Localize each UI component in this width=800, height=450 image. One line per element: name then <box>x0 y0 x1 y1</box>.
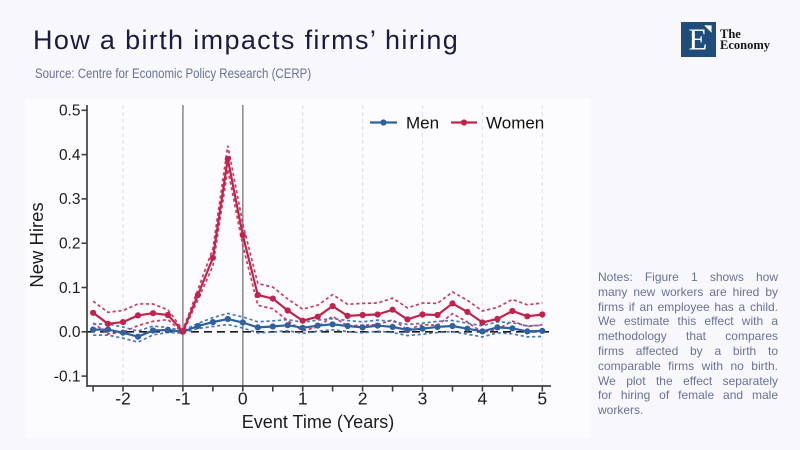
svg-text:Men: Men <box>406 114 439 133</box>
svg-text:3: 3 <box>418 389 428 409</box>
svg-text:2: 2 <box>358 389 368 409</box>
svg-text:Women: Women <box>486 114 544 133</box>
svg-text:5: 5 <box>537 389 547 409</box>
svg-text:0.4: 0.4 <box>59 147 81 164</box>
svg-text:New Hires: New Hires <box>26 202 47 287</box>
svg-text:E: E <box>688 22 707 57</box>
svg-text:0.3: 0.3 <box>59 191 81 208</box>
svg-text:4: 4 <box>478 389 488 409</box>
svg-text:0.5: 0.5 <box>59 103 81 120</box>
svg-text:0.1: 0.1 <box>59 280 81 297</box>
svg-text:-0.1: -0.1 <box>54 368 81 385</box>
svg-text:-2: -2 <box>115 389 131 409</box>
svg-text:0.0: 0.0 <box>59 324 81 341</box>
svg-text:0: 0 <box>238 389 248 409</box>
svg-text:-1: -1 <box>175 389 191 409</box>
svg-text:Event Time (Years): Event Time (Years) <box>242 412 394 432</box>
svg-text:0.2: 0.2 <box>59 235 81 252</box>
svg-text:1: 1 <box>298 389 308 409</box>
